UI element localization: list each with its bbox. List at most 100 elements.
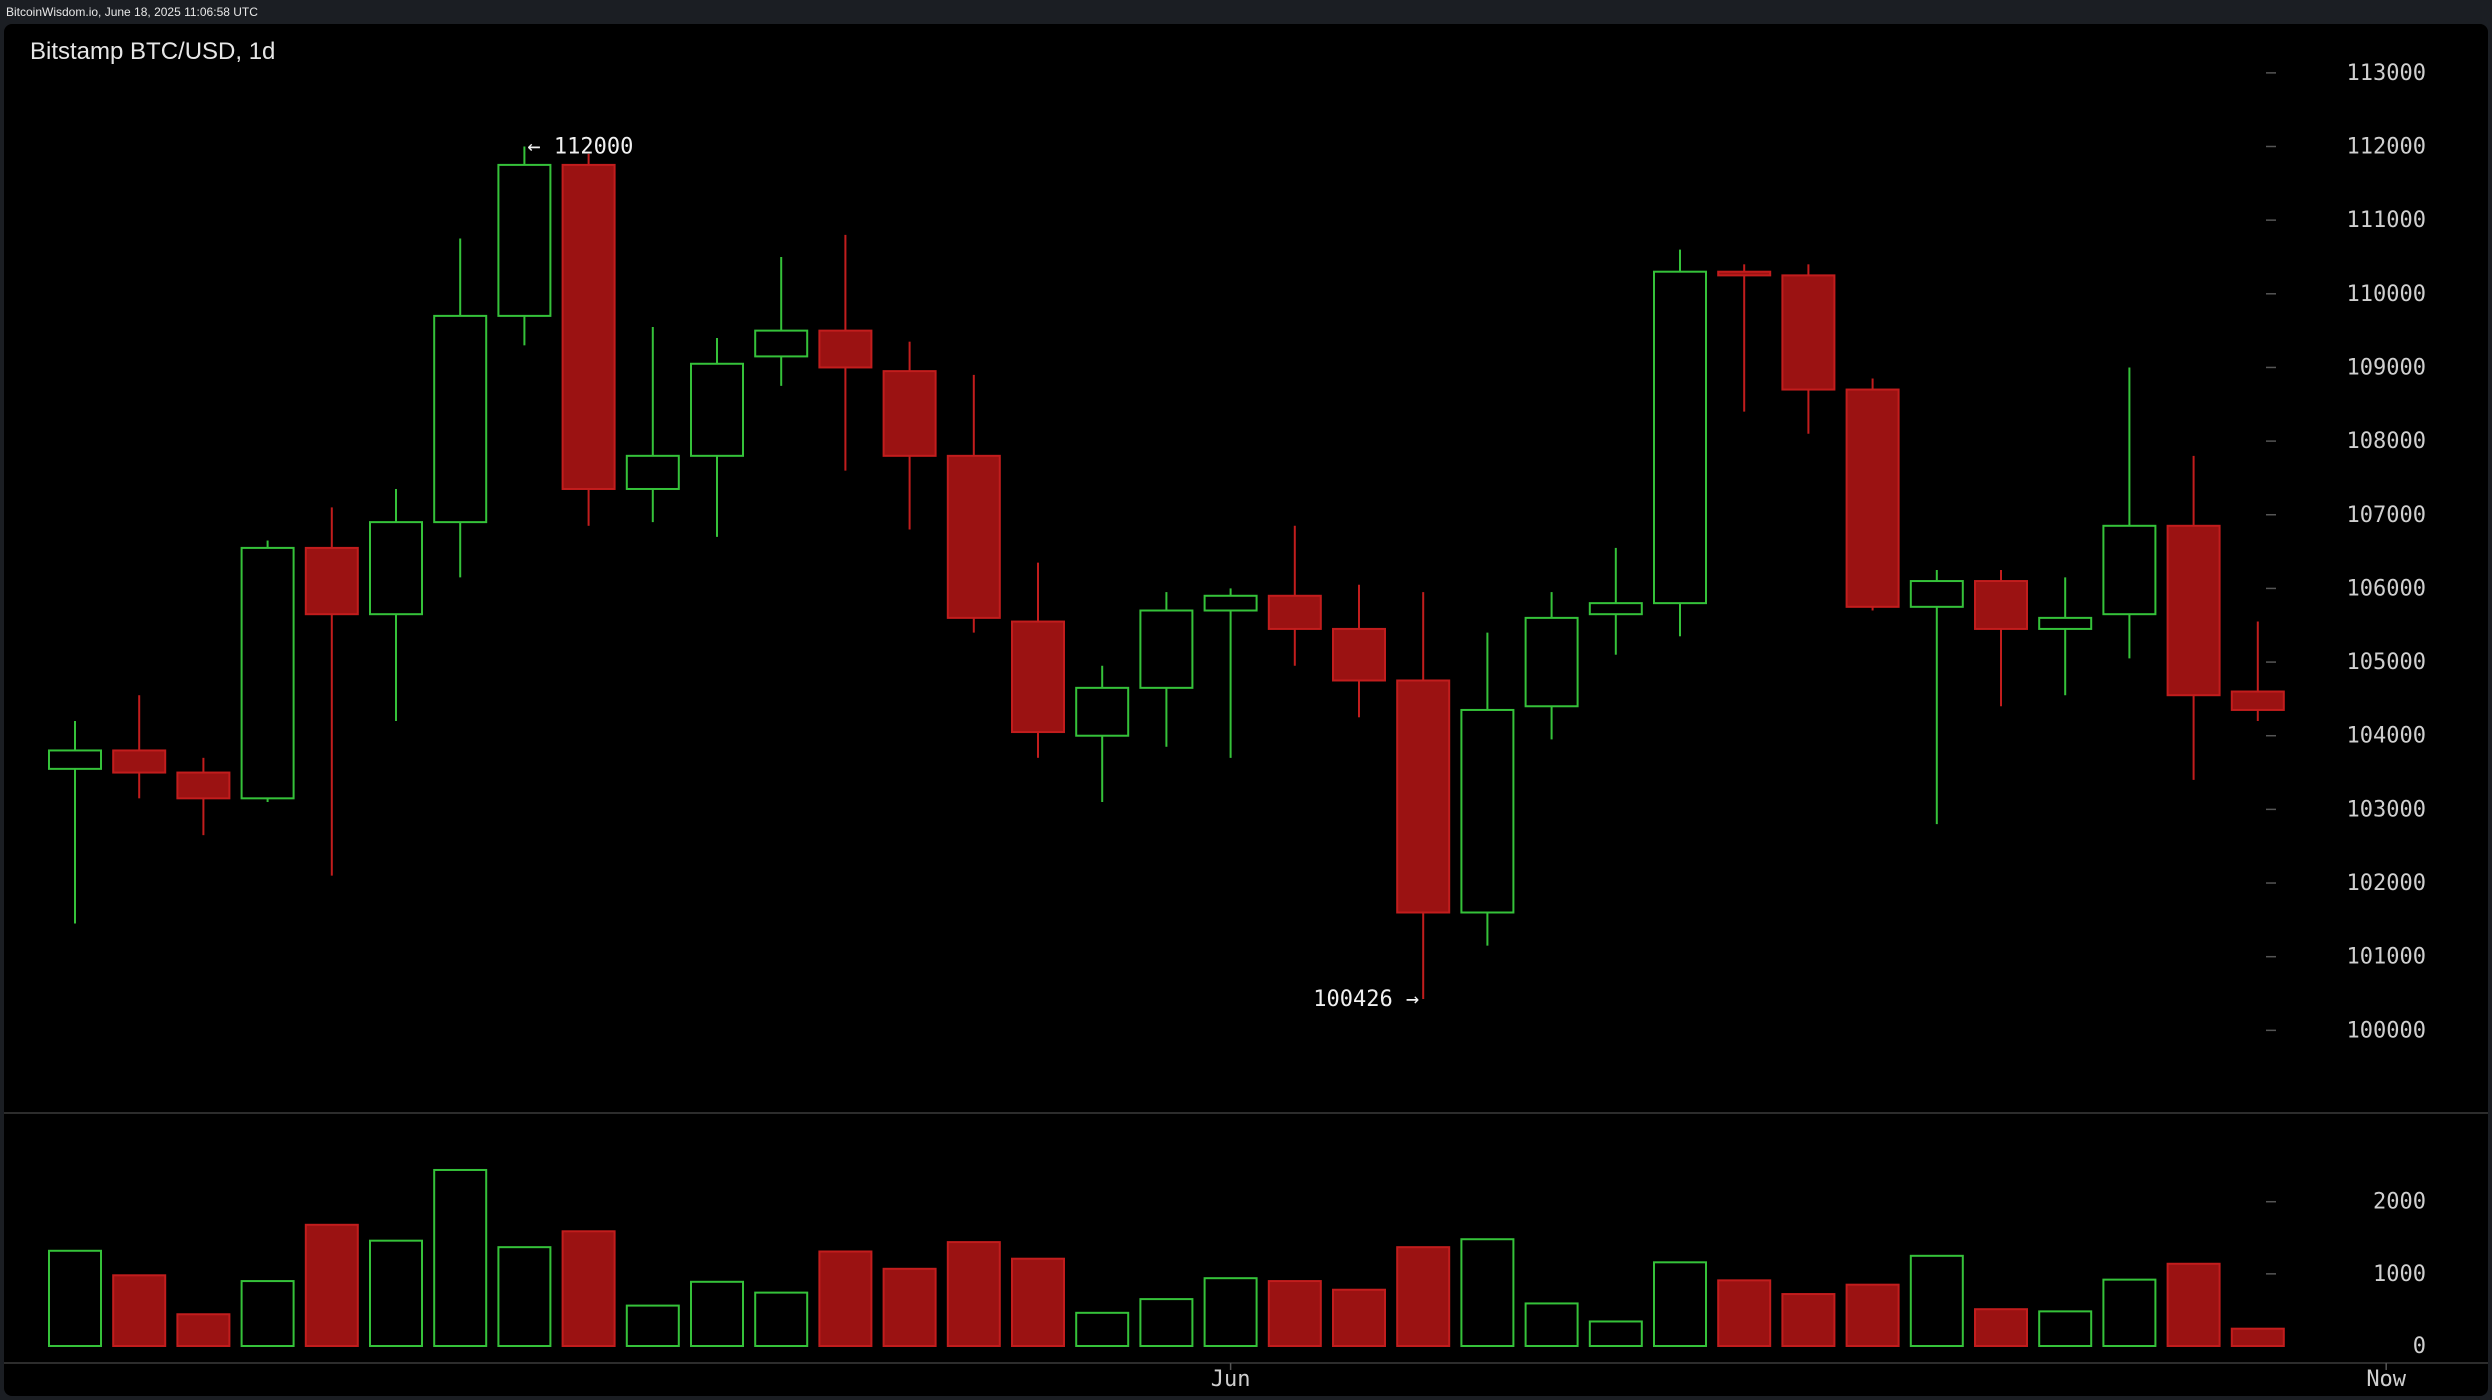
candle-down	[176, 757, 231, 836]
price-tick-label: 111000	[2347, 208, 2426, 233]
volume-bar-up	[1075, 1311, 1130, 1348]
volume-tick-label: 0	[2413, 1334, 2426, 1359]
price-tick-label: 105000	[2347, 650, 2426, 675]
candle-up	[48, 720, 102, 924]
volume-bar-down	[1845, 1283, 1900, 1348]
candle-up	[1588, 547, 1643, 655]
time-tick-label: Jun	[1211, 1367, 1251, 1392]
volume-bar-up	[1909, 1254, 1964, 1347]
chart-frame: Bitstamp BTC/USD, 1d 100000 101000 102000 1…	[4, 24, 2488, 1396]
price-tick-label: 103000	[2347, 797, 2426, 822]
volume-bar-down	[304, 1223, 359, 1348]
volume-bar-up	[625, 1304, 680, 1347]
candle-body	[1845, 388, 1900, 608]
candle-body	[1717, 270, 1772, 277]
candle-body	[625, 454, 680, 490]
candle-body	[818, 329, 873, 369]
candle-body	[176, 771, 231, 800]
price-tick-label: 102000	[2347, 871, 2426, 896]
candle-up	[754, 256, 809, 386]
candle-up	[1524, 592, 1579, 740]
volume-bar-down	[561, 1230, 616, 1347]
price-tick-label: 110000	[2347, 282, 2426, 307]
price-tick-label: 108000	[2347, 429, 2426, 454]
high-price-annotation: ← 112000	[527, 134, 633, 159]
volume-tick-label: 2000	[2373, 1190, 2426, 1215]
candle-body	[2166, 524, 2221, 697]
volume-bar-down	[1781, 1293, 1836, 1347]
candle-down	[2230, 621, 2285, 721]
volume-axis: 0 1000 2000	[2266, 1190, 2426, 1359]
candle-down	[561, 153, 616, 526]
chart-title: Bitstamp BTC/USD, 1d	[30, 38, 275, 65]
volume-bars-layer	[48, 1168, 2285, 1348]
candle-body	[48, 749, 102, 770]
candle-body	[2038, 616, 2093, 630]
candle-body	[2102, 524, 2157, 616]
candle-body	[1396, 679, 1451, 914]
volume-bar-up	[1203, 1277, 1258, 1347]
volume-bar-up	[433, 1168, 488, 1347]
candle-up	[1075, 665, 1130, 803]
candle-down	[946, 374, 1001, 633]
candle-body	[112, 749, 167, 774]
candle-body	[1524, 616, 1579, 708]
candle-up	[2102, 367, 2157, 659]
candle-body	[1974, 580, 2028, 630]
candle-up	[369, 488, 423, 721]
volume-bar-up	[1653, 1261, 1707, 1348]
candle-body	[1332, 627, 1386, 682]
volume-bar-up	[1139, 1298, 1194, 1348]
candle-down	[818, 234, 873, 471]
candle-down	[1781, 264, 1836, 434]
volume-bar-down	[1011, 1257, 1065, 1348]
price-tick-label: 107000	[2347, 503, 2426, 528]
candle-body	[369, 521, 423, 616]
candle-down	[1267, 525, 1322, 666]
candle-body	[1588, 602, 1643, 616]
volume-bar-up	[690, 1280, 744, 1347]
candle-body	[1267, 594, 1322, 630]
candle-down	[1332, 584, 1386, 718]
volume-bar-up	[240, 1280, 295, 1347]
candle-down	[882, 341, 937, 530]
candle-body	[1653, 270, 1707, 605]
candle-body	[1011, 620, 1065, 734]
volume-bar-down	[882, 1267, 937, 1347]
volume-bar-down	[818, 1250, 873, 1347]
candle-down	[2166, 455, 2221, 780]
candle-up	[433, 238, 488, 578]
volume-bar-up	[754, 1291, 809, 1347]
price-tick-label: 113000	[2347, 61, 2426, 86]
candle-down	[1011, 562, 1065, 758]
candle-up	[240, 540, 295, 803]
candle-up	[1139, 592, 1194, 747]
volume-bar-up	[1460, 1238, 1515, 1347]
volume-bar-down	[2230, 1327, 2285, 1347]
candle-up	[1909, 570, 1964, 825]
candle-body	[1781, 274, 1836, 391]
candle-down	[1845, 378, 1900, 611]
candle-body	[497, 163, 552, 317]
candle-up	[1653, 249, 1707, 637]
time-axis-labels: Jun Now	[1211, 1363, 2407, 1392]
volume-tick-label: 1000	[2373, 1262, 2426, 1287]
candle-body	[1460, 708, 1515, 914]
volume-bar-up	[369, 1239, 423, 1347]
candle-down	[1974, 570, 2028, 707]
candle-down	[112, 695, 167, 799]
candlestick-chart[interactable]: Bitstamp BTC/USD, 1d 1000001010001020001…	[4, 24, 2488, 1396]
candle-body	[882, 370, 937, 457]
volume-bar-up	[2102, 1278, 2157, 1347]
candle-down	[1717, 264, 1772, 412]
top-bar: BitcoinWisdom.io, June 18, 2025 11:06:58…	[0, 0, 2492, 24]
candle-body	[304, 546, 359, 616]
low-price-annotation: 100426 →	[1313, 987, 1419, 1012]
candles-layer	[48, 146, 2285, 999]
candle-body	[1075, 686, 1130, 737]
candle-body	[690, 362, 744, 457]
volume-bar-up	[1524, 1302, 1579, 1347]
volume-bar-down	[1974, 1308, 2028, 1348]
candle-up	[2038, 577, 2093, 696]
candle-body	[561, 163, 616, 490]
